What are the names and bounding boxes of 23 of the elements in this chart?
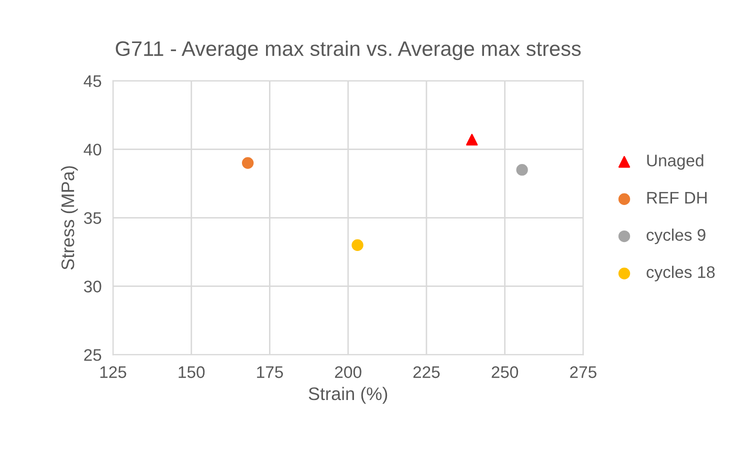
point: [466, 134, 478, 146]
point: [242, 157, 254, 169]
x-tick-label: 200: [335, 366, 362, 378]
legend-label: cycles 9: [646, 228, 706, 244]
x-tick-label: 225: [413, 366, 440, 378]
legend-label: Unaged: [647, 154, 704, 170]
x-tick-label: 125: [100, 366, 126, 378]
x-tick-label: 175: [257, 366, 283, 378]
x-axis-title: Strain (%): [308, 386, 388, 404]
x-tick-label: 275: [570, 366, 596, 378]
x-tick-label: 150: [178, 366, 205, 378]
chart-title: G711 - Average max strain vs. Average max stress: [116, 40, 581, 60]
legend-label: cycles 18: [646, 266, 715, 282]
y-axis-title: Stress (MPa): [60, 166, 78, 270]
y-tick-label: 45: [84, 75, 102, 88]
y-tick-label: 30: [84, 280, 102, 292]
point: [352, 239, 364, 251]
legend-label: REF DH: [647, 192, 707, 204]
y-tick-label: 25: [84, 349, 102, 361]
point: [516, 164, 528, 176]
x-tick-label: 250: [492, 366, 518, 378]
y-tick-label: 35: [84, 212, 102, 224]
y-tick-label: 40: [84, 144, 102, 156]
